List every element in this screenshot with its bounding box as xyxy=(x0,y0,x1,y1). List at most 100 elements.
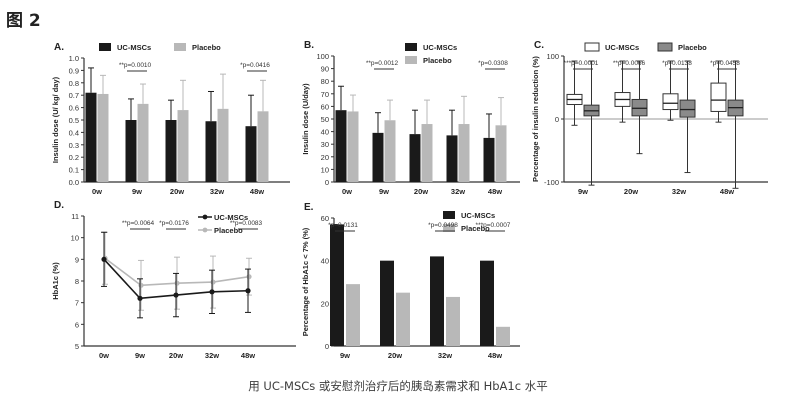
legend-swatch-marker xyxy=(202,214,208,220)
p-value-annotation: ***p=0.0007 xyxy=(476,222,511,229)
data-point xyxy=(245,288,251,294)
x-tick-label: 9w xyxy=(132,187,142,196)
x-tick-label: 32w xyxy=(438,351,452,360)
y-tick-label: 11 xyxy=(71,212,79,221)
y-tick-label: 40 xyxy=(321,128,329,137)
x-tick-label: 48w xyxy=(241,351,255,360)
y-tick-label: 7 xyxy=(75,299,79,308)
y-axis-label: Percentage of HbA1c < 7% (%) xyxy=(301,227,310,336)
y-tick-label: -100 xyxy=(544,178,559,187)
bar-placebo xyxy=(97,93,109,182)
x-tick-label: 48w xyxy=(488,187,502,196)
x-tick-label: 9w xyxy=(135,351,145,360)
panel-4: D. 5 6 7 8 9 10 11 HbA1c (%) 0w 9w 20w 32w 48w UC-MSCs… xyxy=(51,200,296,360)
data-point xyxy=(210,279,216,285)
p-value-annotation: *p=0.0138 xyxy=(662,60,692,67)
y-tick-label: 0.1 xyxy=(69,166,79,175)
panel-label: D. xyxy=(54,200,64,211)
y-tick-label: 90 xyxy=(321,65,329,74)
y-tick-label: 0.8 xyxy=(69,79,79,88)
legend-swatch xyxy=(405,43,417,51)
y-axis-label: Insulin dose (U/ kg/ day) xyxy=(51,76,60,163)
p-value-annotation: **p=0.0064 xyxy=(122,220,155,227)
y-tick-label: 0.7 xyxy=(69,91,79,100)
y-tick-label: 80 xyxy=(321,77,329,86)
y-axis-label: HbA1c (%) xyxy=(51,262,60,300)
y-tick-label: 50 xyxy=(321,115,329,124)
bar-placebo xyxy=(496,326,510,346)
data-point xyxy=(209,289,215,295)
y-tick-label: 8 xyxy=(75,277,79,286)
y-tick-label: 100 xyxy=(546,52,559,61)
data-point xyxy=(137,295,143,301)
y-tick-label: 0.4 xyxy=(69,128,79,137)
bar-uc-mscs xyxy=(480,260,494,346)
legend-swatch xyxy=(584,42,600,52)
x-tick-label: 20w xyxy=(169,351,183,360)
bar-placebo xyxy=(446,296,460,346)
x-tick-label: 32w xyxy=(451,187,465,196)
x-tick-label: 0w xyxy=(342,187,352,196)
y-tick-label: 0.5 xyxy=(69,116,79,125)
legend-label: Placebo xyxy=(192,43,221,52)
x-tick-label: 48w xyxy=(720,187,734,196)
data-point xyxy=(174,280,180,286)
x-tick-label: 32w xyxy=(672,187,686,196)
p-value-annotation: *p=0.0458 xyxy=(710,60,740,67)
bar-placebo xyxy=(347,111,359,182)
y-tick-label: 0.6 xyxy=(69,104,79,113)
bar-placebo xyxy=(421,124,433,182)
figure-caption: 用 UC-MSCs 或安慰剂治疗后的胰岛素需求和 HbA1c 水平 xyxy=(248,379,548,393)
legend-label: UC-MSCs xyxy=(605,43,639,52)
x-tick-label: 48w xyxy=(488,351,502,360)
bar-placebo xyxy=(396,292,410,346)
y-tick-label: 20 xyxy=(321,299,329,308)
bar-uc-mscs xyxy=(372,132,384,182)
legend-swatch xyxy=(443,211,455,219)
x-tick-label: 0w xyxy=(99,351,109,360)
data-point xyxy=(138,282,144,288)
y-tick-label: 0 xyxy=(325,178,329,187)
bar-uc-mscs xyxy=(335,110,347,182)
legend-swatch xyxy=(405,56,417,64)
bar-placebo xyxy=(177,110,189,182)
x-tick-label: 48w xyxy=(250,187,264,196)
panel-label: A. xyxy=(54,42,64,53)
p-value-annotation: **p=0.0083 xyxy=(230,220,263,227)
bar-uc-mscs xyxy=(165,120,177,182)
y-axis-label: Percentage of insulin reduction (%) xyxy=(531,56,540,182)
panel-label: C. xyxy=(534,40,544,51)
y-tick-label: 9 xyxy=(75,255,79,264)
bar-uc-mscs xyxy=(430,256,444,346)
y-tick-label: 1.0 xyxy=(69,54,79,63)
x-tick-label: 0w xyxy=(92,187,102,196)
y-tick-label: 30 xyxy=(321,140,329,149)
bar-uc-mscs xyxy=(245,126,257,182)
y-tick-label: 10 xyxy=(71,234,79,243)
x-tick-label: 9w xyxy=(578,187,588,196)
x-tick-label: 20w xyxy=(388,351,402,360)
panel-label: E. xyxy=(304,202,314,213)
y-tick-label: 20 xyxy=(321,153,329,162)
data-point xyxy=(101,256,107,262)
p-value-annotation: *p=0.0131 xyxy=(328,222,358,229)
bar-uc-mscs xyxy=(330,224,344,346)
bar-uc-mscs xyxy=(85,92,97,182)
data-point xyxy=(173,292,179,298)
bar-uc-mscs xyxy=(205,121,217,182)
p-value-annotation: *p=0.0176 xyxy=(159,220,189,227)
y-tick-label: 0 xyxy=(555,115,559,124)
p-value-annotation: ***p=0.0001 xyxy=(564,60,599,67)
y-tick-label: 0.0 xyxy=(69,178,79,187)
legend-label: UC-MSCs xyxy=(461,211,495,220)
legend-swatch xyxy=(443,224,455,232)
figure-title: 图 2 xyxy=(6,11,41,31)
y-tick-label: 40 xyxy=(321,257,329,266)
legend-label: Placebo xyxy=(423,56,452,65)
p-value-annotation: **p=0.0066 xyxy=(613,60,646,67)
legend-swatch-marker xyxy=(202,227,208,233)
x-tick-label: 20w xyxy=(624,187,638,196)
bar-placebo xyxy=(495,125,507,182)
legend-swatch xyxy=(657,42,673,52)
